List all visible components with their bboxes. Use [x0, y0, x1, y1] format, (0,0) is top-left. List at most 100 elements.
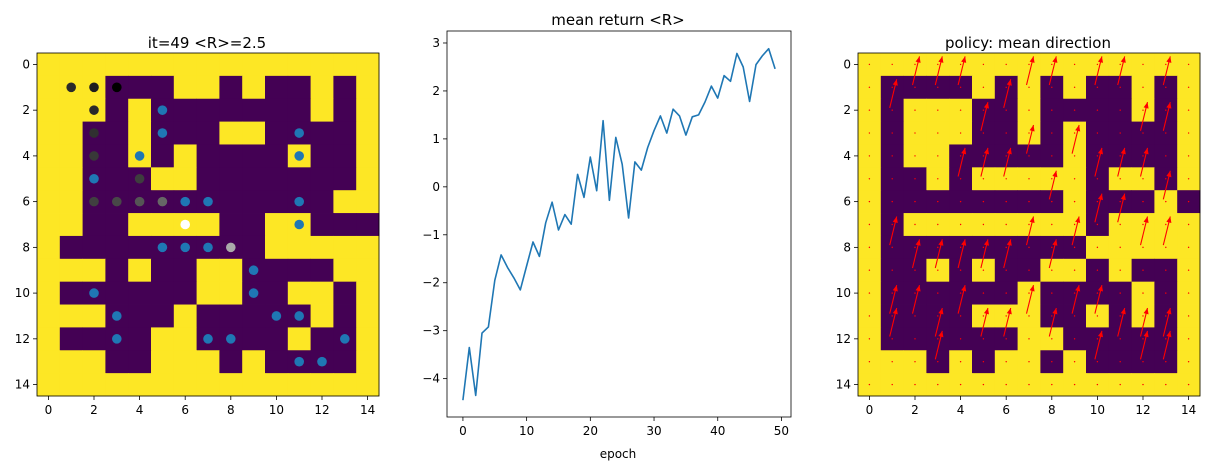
- maze-cell: [173, 304, 197, 328]
- rollout-dot: [294, 151, 305, 161]
- policy-arrow-dot: [937, 200, 939, 203]
- maze-cell: [310, 121, 334, 145]
- policy-arrow-dot: [1005, 178, 1007, 180]
- policy-arrow-dot: [1187, 86, 1190, 89]
- policy-arrowhead: [1006, 307, 1012, 315]
- maze-cell: [265, 121, 289, 145]
- maze-cell: [173, 75, 197, 100]
- maze-y-tick-label: 12: [15, 332, 30, 346]
- policy-arrow-dot: [914, 109, 916, 111]
- maze-cell: [356, 167, 380, 191]
- maze-cell: [59, 53, 83, 77]
- policy-arrow-dot: [1005, 200, 1007, 203]
- policy-arrow-dot: [868, 178, 871, 180]
- policy-y-tick-label: 0: [843, 57, 851, 71]
- policy-arrow-dot: [1096, 383, 1099, 386]
- maze-cell: [128, 281, 152, 305]
- maze-cell: [310, 235, 334, 260]
- maze-cell: [242, 235, 266, 260]
- policy-y-tick-label: 2: [843, 103, 851, 117]
- policy-arrow-dot: [1187, 132, 1190, 134]
- maze-cell: [196, 213, 220, 237]
- policy-arrow-dot: [1005, 383, 1007, 386]
- policy-arrow-dot: [1142, 86, 1144, 89]
- policy-arrow-dot: [982, 63, 985, 66]
- maze-cell: [151, 373, 175, 397]
- policy-arrow-dot: [1096, 132, 1099, 134]
- policy-arrow-dot: [1119, 200, 1121, 203]
- rollout-dot: [157, 196, 168, 207]
- maze-cell: [37, 304, 61, 328]
- policy-arrow-dot: [1028, 269, 1030, 271]
- policy-arrow-dot: [959, 86, 962, 89]
- rollout-dot: [180, 219, 190, 230]
- policy-arrow-dot: [982, 109, 985, 111]
- maze-cell: [265, 258, 289, 283]
- policy-arrow-dot: [1142, 269, 1144, 271]
- policy-arrowhead: [1097, 193, 1103, 201]
- policy-arrowhead: [1166, 307, 1172, 315]
- rollout-dot: [226, 334, 236, 344]
- policy-arrow-dot: [1005, 109, 1007, 111]
- policy-arrowhead: [892, 285, 898, 292]
- policy-arrow-dot: [1142, 155, 1144, 157]
- maze-cell: [37, 190, 61, 214]
- policy-arrow-dot: [1096, 109, 1099, 111]
- policy-arrow-dot: [914, 132, 916, 134]
- policy-x-tick-label: 12: [1135, 403, 1150, 417]
- maze-cell: [196, 167, 220, 191]
- policy-arrow-dot: [1165, 361, 1167, 363]
- maze-cell: [151, 327, 175, 351]
- policy-arrow-dot: [1187, 178, 1190, 180]
- maze-cell: [310, 258, 334, 283]
- maze-y-tick-label: 10: [15, 286, 30, 300]
- policy-arrow-dot: [937, 178, 939, 180]
- maze-cell: [333, 350, 357, 374]
- policy-arrowhead: [1006, 147, 1012, 155]
- policy-arrow-dot: [1051, 109, 1053, 111]
- policy-frame: [857, 52, 1201, 397]
- maze-cell: [219, 121, 243, 145]
- x-tick-label: 50: [774, 424, 789, 438]
- policy-arrow-dot: [937, 292, 939, 294]
- maze-cell: [333, 304, 357, 328]
- maze-y-tick-label: 8: [22, 240, 30, 254]
- maze-cell: [310, 327, 334, 351]
- policy-arrowhead: [938, 56, 944, 63]
- rollout-dot: [89, 128, 99, 138]
- policy-arrow-dot: [1187, 109, 1190, 111]
- policy-arrowhead: [1052, 239, 1058, 246]
- policy-arrow-dot: [1119, 109, 1121, 111]
- maze-cell: [242, 75, 266, 100]
- maze-cell: [333, 53, 357, 77]
- policy-arrow-dot: [891, 155, 893, 157]
- maze-cell: [173, 327, 197, 351]
- policy-arrow-dot: [868, 269, 871, 271]
- policy-arrow-dot: [982, 361, 985, 363]
- maze-cell: [333, 167, 357, 191]
- policy-arrow-dot: [1005, 86, 1007, 89]
- maze-cell: [356, 213, 380, 237]
- policy-x-tick-label: 4: [957, 403, 965, 417]
- maze-cell: [59, 373, 83, 397]
- maze-cell: [287, 281, 311, 305]
- policy-arrow-dot: [982, 292, 985, 294]
- policy-y-tick-label: 4: [843, 149, 851, 163]
- maze-cell: [219, 350, 243, 374]
- maze-cell: [151, 304, 175, 328]
- policy-arrow-dot: [1165, 109, 1167, 111]
- maze-cell: [173, 258, 197, 283]
- policy-arrow-dot: [1096, 178, 1099, 180]
- maze-cell: [128, 327, 152, 351]
- policy-arrow-dot: [868, 383, 871, 386]
- policy-arrow-dot: [891, 315, 893, 317]
- maze-cell: [151, 350, 175, 374]
- policy-arrowhead: [1097, 56, 1103, 63]
- maze-cell: [287, 75, 311, 100]
- maze-cell: [173, 98, 197, 122]
- policy-x-tick-label: 2: [911, 403, 919, 417]
- policy-y-tick-label: 14: [836, 378, 851, 392]
- policy-arrow-dot: [1165, 292, 1167, 294]
- maze-cell: [219, 213, 243, 237]
- maze-cell: [287, 98, 311, 122]
